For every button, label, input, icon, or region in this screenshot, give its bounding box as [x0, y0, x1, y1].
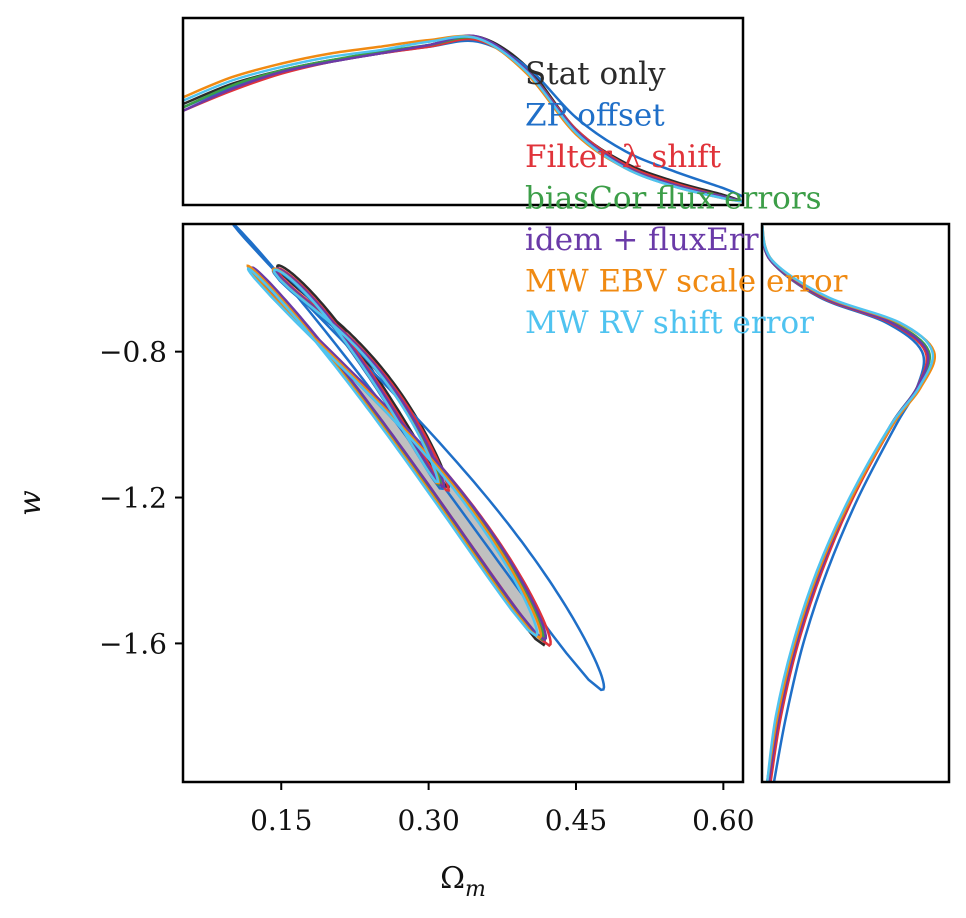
y-axis-label: w: [13, 490, 48, 516]
x-tick-label: 0.15: [250, 804, 312, 837]
y-tick-label: −1.2: [99, 482, 167, 515]
legend-entry-mw-ebv-scale-error: MW EBV scale error: [525, 264, 848, 300]
x-axis-label-subscript: m: [465, 877, 486, 902]
legend-entry-zp-offset: ZP offset: [525, 98, 665, 134]
top-marginal-frame: [181, 16, 745, 207]
contour-inner-stat-only: [275, 264, 450, 488]
legend-entry-stat-only: Stat only: [525, 56, 666, 92]
x-tick-label: 0.45: [545, 804, 607, 837]
y-axis-ticks: −0.8 −1.2 −1.6: [99, 336, 183, 660]
x-axis-label: Ωm: [440, 861, 486, 902]
main-contour-panel: [231, 224, 606, 692]
top-marginal-filter-shift: [183, 37, 743, 203]
contour-mw-rv-shift-error: [246, 266, 539, 638]
right-marginal-curves: [762, 224, 937, 782]
main-panel-frame: [181, 222, 745, 784]
y-tick-label: −1.6: [99, 627, 167, 660]
legend-entry-mw-rv-shift-error: MW RV shift error: [525, 305, 814, 341]
top-marginal-idem-fluxerr: [183, 34, 743, 203]
top-marginal-curves: [183, 34, 743, 203]
y-tick-label: −0.8: [99, 336, 167, 369]
legend-entry-biascor-flux-errors: biasCor flux errors: [525, 181, 822, 217]
legend: Stat only ZP offset Filter λ shift biasCor …: [525, 56, 848, 341]
x-tick-label: 0.60: [692, 804, 754, 837]
top-marginal-mw-rv-shift-error: [183, 35, 743, 203]
legend-entry-filter-shift: Filter λ shift: [525, 139, 722, 175]
x-tick-label: 0.30: [397, 804, 459, 837]
right-marginal-frame: [760, 222, 951, 784]
contour-outer-mw-rv-shift-error: [246, 266, 539, 638]
legend-entry-idem-fluxerr: idem + fluxErr: [525, 222, 759, 258]
contour-inner-mw-rv-shift-error: [272, 268, 440, 484]
contour-inner-idem-fluxerr: [274, 267, 446, 488]
x-axis-ticks: 0.15 0.30 0.45 0.60: [250, 782, 755, 837]
x-axis-label-main: Ω: [440, 861, 465, 896]
right-marginal-mw-rv-shift-error: [762, 224, 935, 782]
